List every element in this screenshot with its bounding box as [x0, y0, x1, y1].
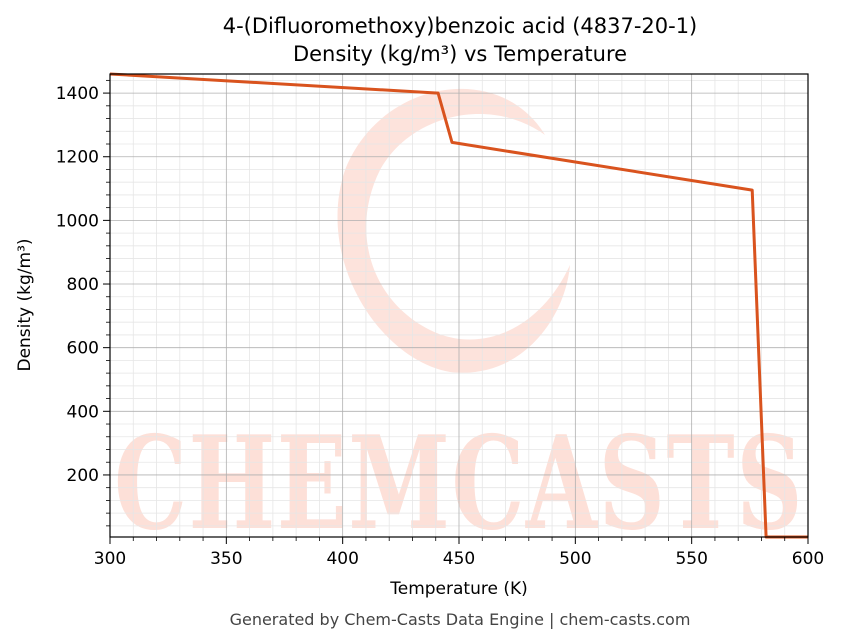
x-tick-label: 550 — [675, 549, 707, 569]
x-tick-label: 300 — [94, 549, 126, 569]
x-tick-label: 350 — [210, 549, 242, 569]
y-tick-label: 1400 — [56, 84, 99, 104]
y-tick-label: 1200 — [56, 148, 99, 168]
y-tick-label: 600 — [67, 339, 99, 359]
y-tick-label: 400 — [67, 402, 99, 422]
x-axis-ticks: 300 350 400 450 500 550 600 — [94, 537, 824, 569]
y-tick-label: 200 — [67, 466, 99, 486]
x-tick-label: 450 — [443, 549, 475, 569]
y-axis-label: Density (kg/m³) — [15, 238, 35, 371]
x-tick-label: 500 — [559, 549, 591, 569]
chart-title-line-2: Density (kg/m³) vs Temperature — [293, 42, 627, 66]
watermark-text: CHEMCASTS — [114, 409, 804, 559]
x-tick-label: 400 — [326, 549, 358, 569]
x-axis-label: Temperature (K) — [389, 579, 528, 599]
x-tick-label: 600 — [792, 549, 824, 569]
y-axis-ticks: 200 400 600 800 1000 1200 1400 — [56, 79, 110, 527]
y-tick-label: 1000 — [56, 211, 99, 231]
chart-title-line-1: 4-(Difluoromethoxy)benzoic acid (4837-20… — [223, 14, 698, 38]
watermark-logo: CHEMCASTS — [114, 88, 804, 559]
y-tick-label: 800 — [67, 275, 99, 295]
footer-credit: Generated by Chem-Casts Data Engine | ch… — [230, 610, 691, 629]
